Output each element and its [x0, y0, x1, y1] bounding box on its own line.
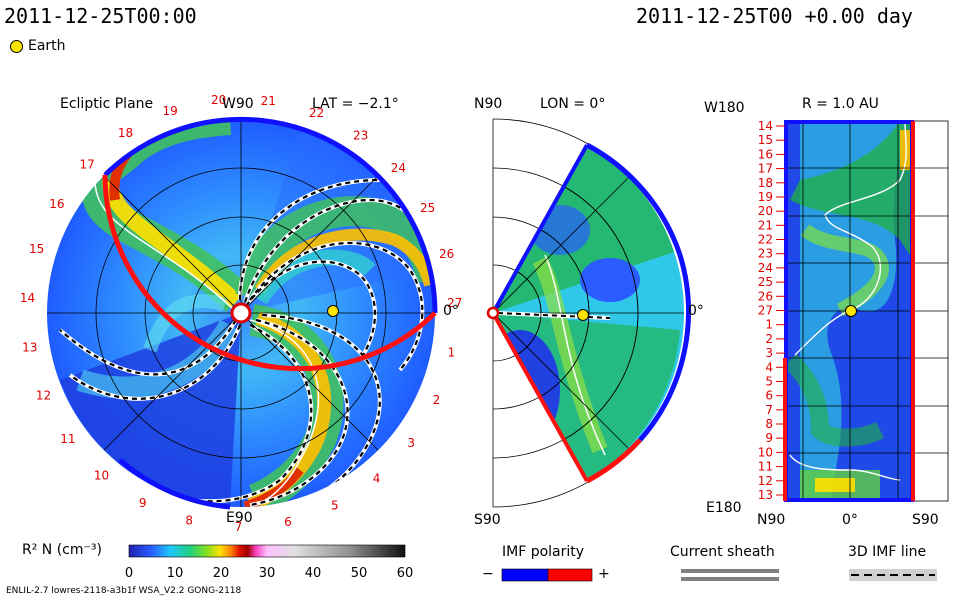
ring-label: 23: [353, 129, 368, 143]
ring-label: 19: [163, 104, 178, 118]
radial-row-label: 24: [758, 261, 773, 275]
date-right: 2011-12-25T00 +0.00 day: [636, 4, 913, 28]
ecliptic-bottom-label: E90: [226, 510, 253, 526]
meridional-right-label: 0°: [688, 303, 704, 319]
radial-row-label: 11: [758, 460, 773, 474]
radial-x-left: N90: [757, 512, 786, 528]
ring-label: 18: [118, 126, 133, 140]
ring-label: 5: [331, 498, 339, 512]
radial-row-label: 25: [758, 275, 773, 289]
imf-polarity-label: IMF polarity: [502, 544, 585, 560]
colorbar-tick-label: 30: [259, 566, 276, 581]
radial-row-label: 13: [758, 488, 773, 502]
ring-label: 25: [420, 201, 435, 215]
radial-row-label: 22: [758, 233, 773, 247]
ring-label: 3: [407, 436, 415, 450]
radial-row-label: 12: [758, 474, 773, 488]
ring-label: 14: [20, 291, 35, 305]
ring-label: 1: [447, 346, 455, 360]
meridional-plot: [486, 118, 691, 508]
radial-row-label: 27: [758, 304, 773, 318]
radial-row-label: 23: [758, 247, 773, 261]
imf-polarity-swatch: [501, 568, 593, 582]
current-sheath-label: Current sheath: [670, 544, 775, 560]
radial-row-label: 16: [758, 147, 773, 161]
ring-label: 12: [36, 389, 51, 403]
ring-label: 11: [60, 432, 75, 446]
meridional-lon: LON = 0°: [540, 96, 606, 112]
ring-label: 13: [22, 341, 37, 355]
ecliptic-lat: LAT = −2.1°: [312, 96, 399, 112]
ring-label: 7: [235, 520, 243, 534]
radial-row-label: 4: [765, 360, 773, 374]
radial-row-label: 17: [758, 162, 773, 176]
ring-label: 9: [139, 496, 147, 510]
ring-label: 21: [261, 94, 276, 108]
radial-row-label: 21: [758, 218, 773, 232]
imf-line-swatch: [849, 569, 937, 581]
radial-row-label: 1: [765, 318, 773, 332]
radial-row-label: 7: [765, 403, 773, 417]
colorbar-tick-label: 0: [125, 566, 133, 581]
earth-label: Earth: [28, 38, 66, 54]
radial-row-label: 3: [765, 346, 773, 360]
radial-row-label: 26: [758, 289, 773, 303]
date-left: 2011-12-25T00:00: [4, 4, 197, 28]
earth-legend: Earth: [10, 38, 66, 54]
ring-label: 2: [433, 393, 441, 407]
ecliptic-title: Ecliptic Plane: [60, 96, 154, 112]
ring-label: 24: [391, 161, 406, 175]
radial-row-label: 15: [758, 133, 773, 147]
ring-label: 4: [373, 472, 381, 486]
ring-label: 15: [29, 242, 44, 256]
ring-label: 20: [211, 93, 226, 107]
radial-row-label: 10: [758, 445, 773, 459]
colorbar-tick-label: 40: [305, 566, 322, 581]
polarity-positive-swatch: [547, 568, 593, 582]
radial-row-label: 5: [765, 375, 773, 389]
radial-row-label: 20: [758, 204, 773, 218]
current-sheath-swatch: [681, 569, 779, 581]
imf-line-label: 3D IMF line: [848, 544, 927, 560]
colorbar-tick-label: 20: [213, 566, 230, 581]
radial-bottom-left-label: E180: [706, 500, 742, 516]
radial-row-label: 9: [765, 431, 773, 445]
ecliptic-plane-plot: 20 21222324252627123456789101112131415161…: [20, 93, 463, 534]
ring-label: 22: [309, 106, 324, 120]
ring-label: 16: [49, 197, 64, 211]
model-footer: ENLIL-2.7 lowres-2118-a3b1f WSA_V2.2 GON…: [6, 586, 242, 596]
radial-x-right: S90: [912, 512, 939, 528]
radial-plot: 1415161718192021222324252627123456789101…: [758, 119, 949, 502]
radial-r: R = 1.0 AU: [802, 96, 879, 112]
polarity-minus: −: [482, 566, 494, 582]
ring-label: 17: [79, 157, 94, 171]
radial-row-label: 6: [765, 389, 773, 403]
ecliptic-right-label: 0°: [443, 303, 459, 319]
polarity-plus: +: [598, 566, 610, 582]
radial-row-label: 18: [758, 176, 773, 190]
radial-top-left-label: W180: [704, 100, 745, 116]
radial-row-label: 2: [765, 332, 773, 346]
radial-x-mid: 0°: [842, 512, 858, 528]
colorbar: 0 10 20 30 40 50 60: [125, 544, 414, 581]
earth-dot-icon: [10, 39, 23, 53]
radial-row-label: 14: [758, 119, 773, 133]
ecliptic-top-label: W90: [222, 96, 254, 112]
meridional-bottom-label: S90: [474, 512, 501, 528]
ring-label: 10: [94, 468, 109, 482]
colorbar-label: R² N (cm⁻³): [22, 542, 102, 558]
ring-label: 27: [447, 296, 462, 310]
colorbar-tick-label: 10: [167, 566, 184, 581]
meridional-top-label: N90: [474, 96, 503, 112]
ring-label: 26: [439, 247, 454, 261]
ring-label: 8: [185, 514, 193, 528]
colorbar-tick-label: 60: [397, 566, 414, 581]
polarity-negative-swatch: [501, 568, 549, 582]
colorbar-tick-label: 50: [351, 566, 368, 581]
radial-row-label: 19: [758, 190, 773, 204]
radial-row-label: 8: [765, 417, 773, 431]
ring-label: 6: [284, 515, 292, 529]
